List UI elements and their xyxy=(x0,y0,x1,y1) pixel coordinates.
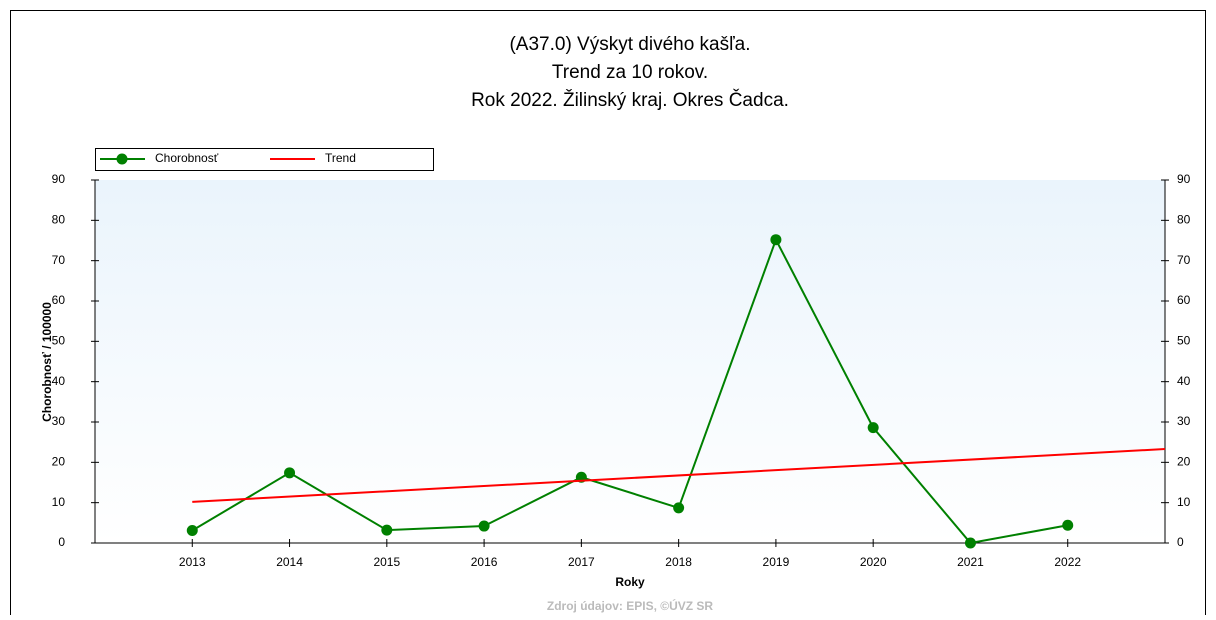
x-tick-label: 2015 xyxy=(373,555,400,569)
y2-tick-label: 60 xyxy=(1177,293,1191,307)
y-tick-label: 80 xyxy=(52,213,66,227)
marker xyxy=(478,520,490,532)
x-tick-label: 2016 xyxy=(471,555,498,569)
marker xyxy=(673,502,685,514)
marker xyxy=(1062,519,1074,531)
series-line xyxy=(192,448,1166,503)
x-tick-label: 2018 xyxy=(665,555,692,569)
x-tick-label: 2021 xyxy=(957,555,984,569)
x-tick-label: 2022 xyxy=(1054,555,1081,569)
legend-marker xyxy=(116,153,128,165)
x-axis-label: Roky xyxy=(615,575,645,589)
chart-title: (A37.0) Výskyt divého kašľa. xyxy=(509,34,750,55)
y2-tick-label: 90 xyxy=(1177,172,1191,186)
footer: Zdroj údajov: EPIS, ©ÚVZ SR xyxy=(547,598,714,613)
y-tick-label: 60 xyxy=(52,293,66,307)
marker xyxy=(284,467,296,479)
legend-label: Chorobnosť xyxy=(155,151,219,165)
legend-box xyxy=(95,148,434,171)
y2-tick-label: 40 xyxy=(1177,374,1191,388)
y2-tick-label: 20 xyxy=(1177,455,1191,469)
legend-label: Trend xyxy=(325,151,356,165)
x-tick-label: 2013 xyxy=(179,555,206,569)
x-tick-label: 2020 xyxy=(860,555,887,569)
y2-tick-label: 80 xyxy=(1177,213,1191,227)
marker xyxy=(867,422,879,434)
y-tick-label: 90 xyxy=(52,172,66,186)
x-tick-label: 2014 xyxy=(276,555,303,569)
x-tick-label: 2017 xyxy=(568,555,595,569)
y-tick-label: 30 xyxy=(52,414,66,428)
plot-area xyxy=(95,180,1165,543)
y-tick-label: 0 xyxy=(58,535,65,549)
y-axis-label: Chorobnosť / 100000 xyxy=(40,302,54,422)
y-tick-label: 70 xyxy=(52,253,66,267)
chart-title: Trend za 10 rokov. xyxy=(552,62,708,83)
chart-title: Rok 2022. Žilinský kraj. Okres Čadca. xyxy=(471,89,789,111)
y2-tick-label: 0 xyxy=(1177,535,1184,549)
y-tick-label: 40 xyxy=(52,374,66,388)
y2-tick-label: 70 xyxy=(1177,253,1191,267)
marker xyxy=(770,234,782,246)
y2-tick-label: 10 xyxy=(1177,495,1191,509)
series-line xyxy=(191,237,1068,545)
marker xyxy=(381,524,393,536)
y2-tick-label: 50 xyxy=(1177,334,1191,348)
marker xyxy=(964,537,976,549)
y2-tick-label: 30 xyxy=(1177,414,1191,428)
y-tick-label: 50 xyxy=(52,334,66,348)
marker xyxy=(186,524,198,536)
y-tick-label: 20 xyxy=(52,455,66,469)
y-tick-label: 10 xyxy=(52,495,66,509)
x-tick-label: 2019 xyxy=(763,555,790,569)
